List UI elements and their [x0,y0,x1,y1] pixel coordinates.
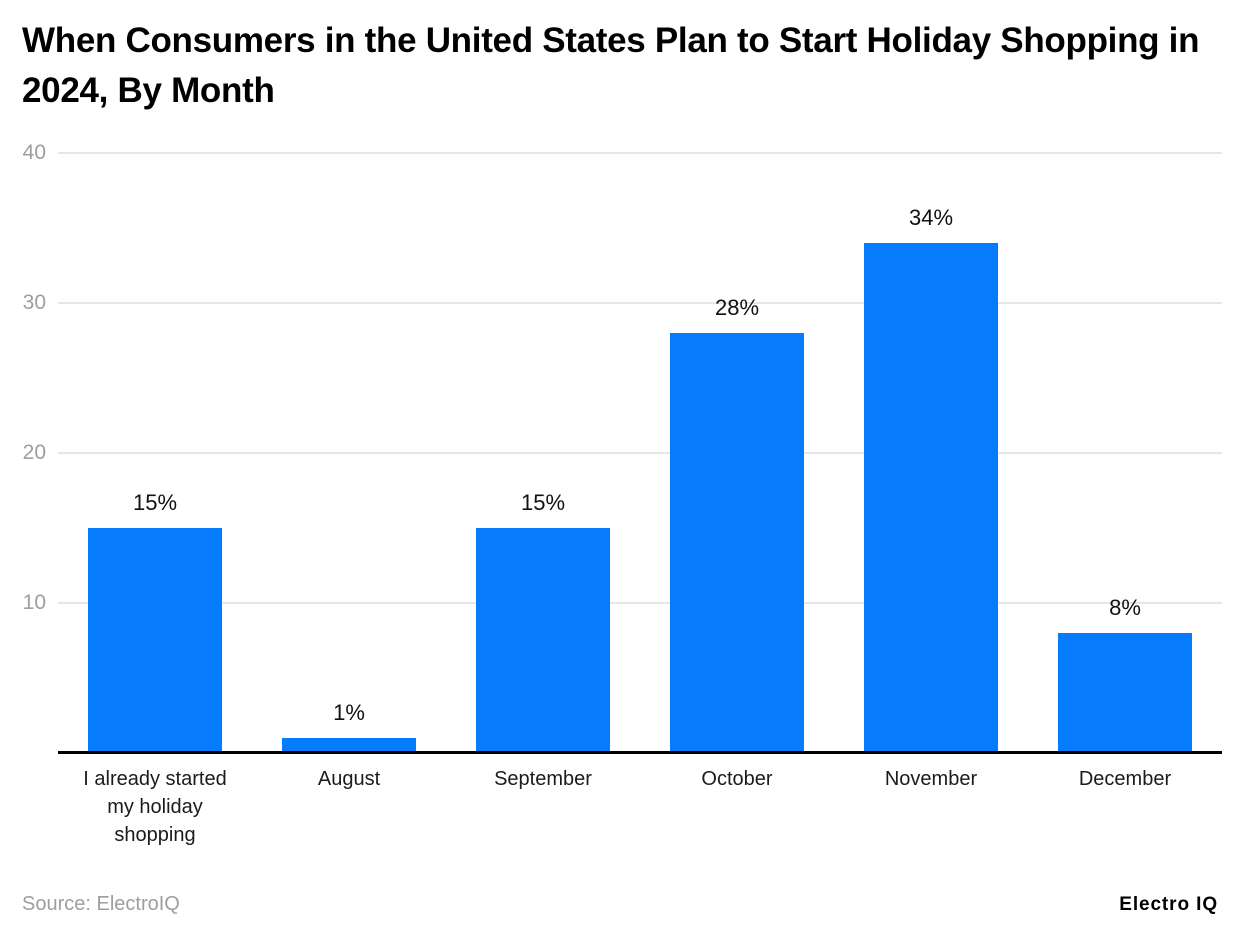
value-label: 8% [1109,595,1141,620]
chart-title: When Consumers in the United States Plan… [22,21,1200,110]
value-label: 28% [714,295,760,320]
bar [282,738,416,753]
category-label: November [884,768,978,790]
y-tick-label: 40 [22,141,46,164]
gridline [58,302,1222,304]
value-label: 15% [520,490,566,515]
category-label: August [317,768,381,790]
y-tick-label: 10 [22,591,46,614]
category-label: December [1078,768,1172,790]
y-tick-label: 30 [22,291,46,314]
bar-slot: 1% [252,153,446,753]
bar [476,528,610,753]
x-axis-labels: I already started my holiday shopping Augus… [58,765,1222,849]
source-caption: Source: ElectroIQ [22,893,180,915]
bar-slot: 15% [58,153,252,753]
category-label: September [494,768,592,790]
plot-area: 15% 1% 15% 28% 34% 8% 10 20 30 40 [23,141,1222,753]
y-tick-label: 20 [22,441,46,464]
value-label: 34% [908,205,954,230]
bar-slot: 34% [834,153,1028,753]
bars-container: 15% 1% 15% 28% 34% 8% [58,153,1222,753]
bar-slot: 8% [1028,153,1222,753]
bar-slot: 28% [640,153,834,753]
bar [670,333,804,753]
category-label: October [701,768,773,790]
bar [864,243,998,753]
gridline [58,602,1222,604]
value-label: 1% [333,700,365,725]
value-label: 15% [132,490,178,515]
category-label: I already started my holiday shopping [83,768,227,846]
x-axis-line [58,751,1222,754]
brand-logo: Electro IQ [1119,894,1218,915]
gridline [58,452,1222,454]
bar [88,528,222,753]
gridline [58,152,1222,154]
bar [1058,633,1192,753]
bar-slot: 15% [446,153,640,753]
